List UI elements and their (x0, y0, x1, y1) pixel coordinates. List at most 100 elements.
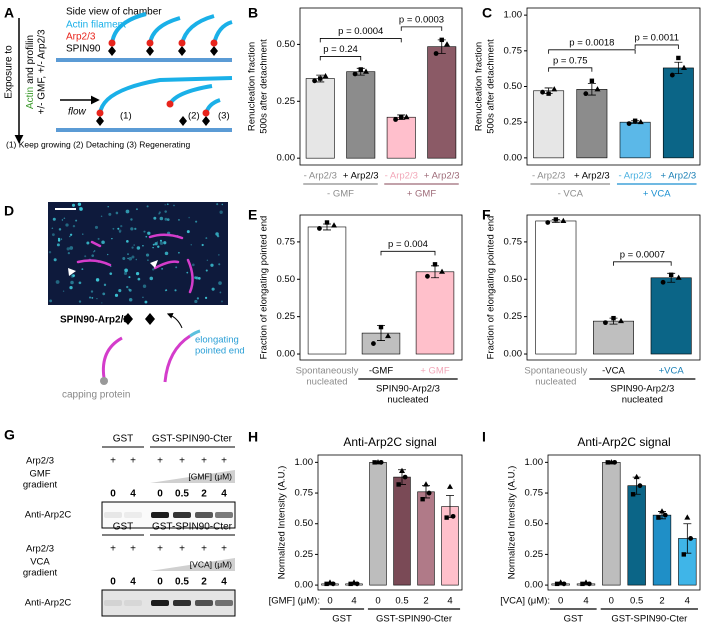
data-point (439, 268, 446, 274)
data-point (554, 581, 560, 587)
y-axis-label: 500s after detachment (486, 39, 497, 134)
bar (593, 320, 634, 355)
panel-label: D (4, 203, 14, 219)
x-tick-label: nucleated (535, 377, 576, 388)
bar (652, 514, 672, 586)
x-tick-label: -VCA (602, 366, 625, 377)
data-point (403, 114, 410, 120)
concentration: 0 (157, 489, 163, 500)
speckle (147, 259, 149, 261)
y-tick-label: 0.75 (525, 488, 544, 499)
speckle (195, 220, 198, 223)
comparison-bracket (319, 38, 402, 43)
gradient-label: GMF (29, 469, 50, 480)
x-tick-label: 0.5 (395, 596, 408, 607)
x-tick-label: 4 (447, 596, 452, 607)
bar (533, 90, 565, 159)
bar (602, 462, 621, 586)
data-point (681, 552, 686, 557)
gradient-wedge (150, 470, 235, 483)
data-point (396, 482, 401, 487)
capping (100, 377, 108, 385)
speckle (166, 218, 170, 221)
panel-label: A (4, 5, 14, 21)
panel-d: D SPIN90-Arp2/3 capping protein elongati… (4, 202, 245, 401)
bar (427, 46, 457, 159)
panel-label: E (248, 207, 257, 223)
data-point (557, 579, 564, 585)
speckle (135, 208, 138, 211)
error-bar (674, 61, 683, 75)
band (104, 600, 122, 606)
speckle (216, 203, 219, 206)
speckle (221, 300, 223, 303)
speckle (90, 290, 94, 293)
error-bar (587, 83, 596, 96)
speckle (190, 244, 192, 246)
data-point (372, 460, 377, 465)
heading: Side view of chamber (66, 7, 162, 18)
concentration: 0 (110, 489, 116, 500)
x-tick-label: + GMF (420, 366, 449, 377)
comparison-bracket (634, 44, 679, 49)
group-label: SPIN90-Arp2/3 (376, 384, 440, 395)
plus: + (157, 544, 163, 555)
elongating-label: elongating (195, 335, 239, 346)
speckle (164, 204, 166, 206)
data-point (371, 341, 376, 346)
y-axis-label: Fraction of elongating pointed end (259, 216, 270, 360)
plus: + (130, 544, 136, 555)
speckle (134, 227, 137, 230)
group-label: + VCA (643, 189, 671, 200)
speckle (204, 296, 208, 299)
band (124, 600, 142, 606)
band (104, 512, 122, 518)
speckle (218, 281, 222, 285)
bar (535, 220, 577, 355)
data-point (402, 474, 408, 480)
spin90 (123, 313, 133, 325)
x-tick-label: + Arp2/3 (574, 171, 610, 182)
speckle (159, 216, 164, 221)
speckle (135, 271, 140, 276)
speckle (124, 268, 128, 273)
data-point (605, 460, 610, 465)
bar (650, 277, 692, 355)
data-point (633, 473, 640, 480)
speckle (114, 293, 119, 297)
data-point (553, 217, 559, 222)
data-point (594, 86, 601, 92)
concentration: 4 (130, 577, 136, 588)
y-tick-label: 0.25 (525, 549, 544, 560)
data-point (432, 262, 438, 267)
y-tick-label: 0.50 (525, 518, 544, 529)
y-tick-label: 0.75 (504, 45, 523, 56)
speckle (173, 204, 175, 207)
speckle (158, 213, 160, 215)
group-label: - VCA (558, 189, 584, 200)
gradient-label: gradient (23, 568, 58, 579)
chart-title: Anti-Arp2C signal (577, 435, 670, 449)
x-tick-label: 0 (375, 596, 380, 607)
data-point (318, 76, 323, 81)
data-point (393, 117, 398, 122)
spin90 (96, 116, 210, 126)
arrowhead-marker (150, 260, 158, 268)
data-point (660, 279, 666, 285)
speckle (75, 219, 78, 222)
side-label: Actin and profilin (25, 35, 36, 109)
speckle (111, 237, 113, 240)
filament (110, 12, 147, 45)
antibody-label: Anti-Arp2C (25, 598, 72, 609)
data-point (447, 483, 453, 489)
group-label: GST (332, 614, 352, 623)
speckle (56, 243, 60, 247)
speckle (128, 257, 133, 261)
group-label: GST (564, 614, 584, 623)
speckle (128, 297, 133, 302)
data-point (669, 72, 675, 78)
x-tick-label: 0 (609, 596, 614, 607)
speckle (101, 240, 105, 245)
comparison-bracket (548, 49, 636, 54)
speckle (48, 251, 52, 254)
